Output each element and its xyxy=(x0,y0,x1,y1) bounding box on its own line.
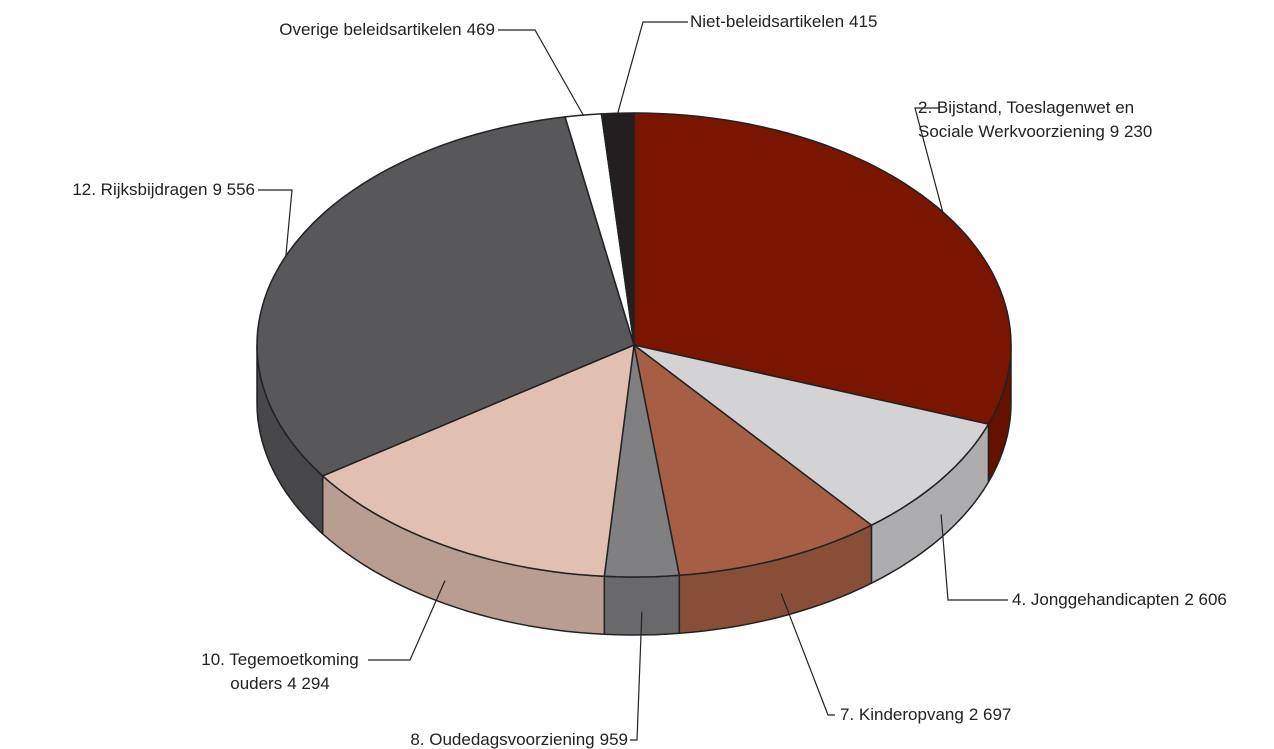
category-label: 12. Rijksbijdragen xyxy=(72,180,208,199)
slice xyxy=(256,116,635,477)
leader-line xyxy=(914,107,944,212)
value-label: 959 xyxy=(599,730,628,749)
slice-label: 2. Bijstand, Toeslagenwet en Sociale Wer… xyxy=(918,96,1168,144)
category-label: 8. Oudedagsvoorziening xyxy=(410,730,595,749)
slice xyxy=(633,344,990,526)
slice-label: 4. Jonggehandicapten 2 606 xyxy=(1012,588,1227,612)
slice-label: 12. Rijksbijdragen 9 556 xyxy=(72,178,255,202)
slice xyxy=(633,344,873,577)
slice xyxy=(603,344,681,578)
slice-label: Niet-beleidsartikelen 415 xyxy=(690,10,877,34)
slice xyxy=(321,344,635,578)
value-label: 415 xyxy=(849,12,878,31)
category-label: 10. Tegemoetkoming ouders xyxy=(201,650,359,693)
category-label: Overige beleidsartikelen xyxy=(279,20,462,39)
category-label: 7. Kinderopvang xyxy=(840,705,964,724)
value-label: 9 230 xyxy=(1109,122,1153,141)
slice xyxy=(600,112,635,346)
category-label: 4. Jonggehandicapten xyxy=(1012,590,1180,609)
value-label: 2 697 xyxy=(968,705,1012,724)
slice xyxy=(633,112,1012,425)
leader-line xyxy=(630,611,643,741)
value-label: 9 556 xyxy=(212,180,255,199)
value-label: 469 xyxy=(466,20,495,39)
value-label: 2 606 xyxy=(1184,590,1227,609)
leader-line xyxy=(617,21,688,114)
category-label: Niet-beleidsartikelen xyxy=(690,12,845,31)
slice-label: 10. Tegemoetkoming ouders 4 294 xyxy=(195,648,365,696)
leader-line xyxy=(780,593,835,716)
value-label: 4 294 xyxy=(287,674,330,693)
slice-label: Overige beleidsartikelen 469 xyxy=(279,18,495,42)
slice-label: 8. Oudedagsvoorziening 959 xyxy=(410,728,628,749)
category-label: 2. Bijstand, Toeslagenwet en Sociale Wer… xyxy=(918,98,1135,141)
leader-line xyxy=(940,514,1008,601)
leader-line xyxy=(368,580,446,661)
leader-line xyxy=(258,189,293,257)
slice-label: 7. Kinderopvang 2 697 xyxy=(840,703,1011,727)
leader-line xyxy=(498,29,584,116)
